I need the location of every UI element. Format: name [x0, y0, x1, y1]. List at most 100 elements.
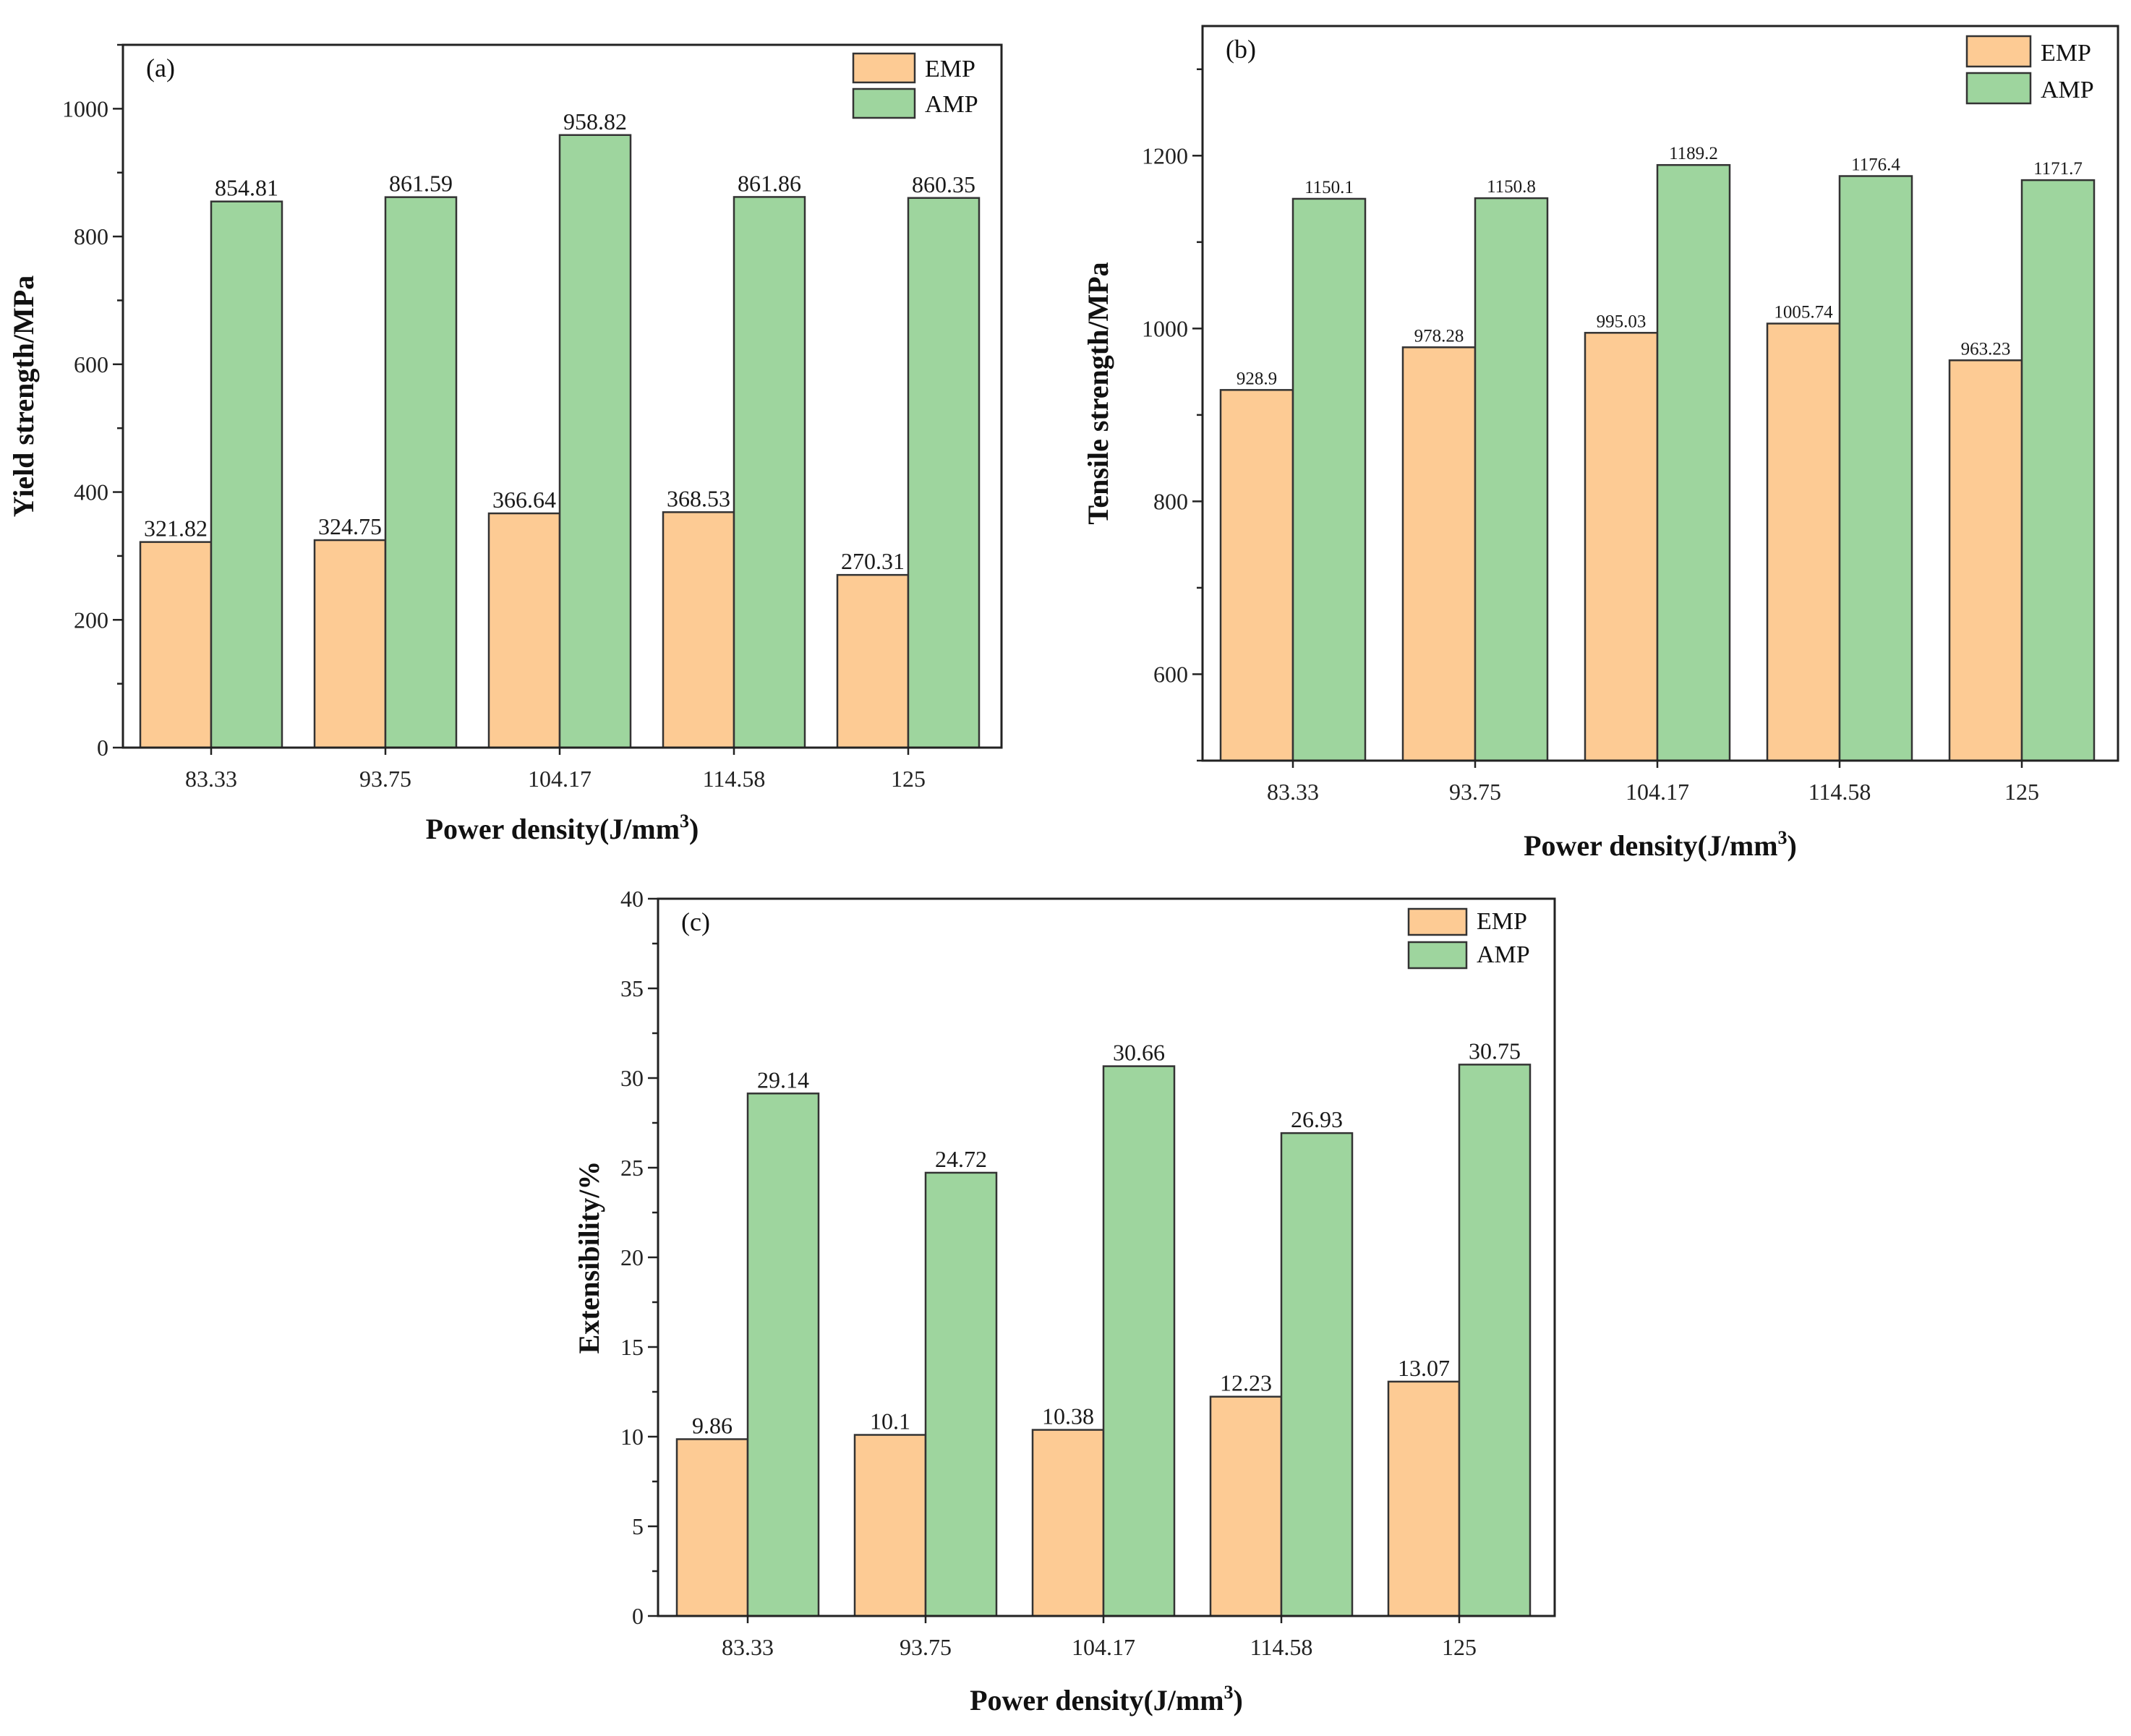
bar-emp-114.58	[1766, 322, 1841, 762]
legend-swatch-emp	[852, 52, 916, 84]
bar-emp-104.17	[1031, 1429, 1105, 1617]
x-tick-label-125: 125	[2004, 779, 2039, 805]
data-label-emp-104.17: 995.03	[1597, 312, 1647, 331]
y-tick-label-15: 15	[620, 1334, 644, 1360]
data-label-amp-93.75: 861.59	[389, 171, 453, 197]
data-label-emp-104.17: 10.38	[1042, 1403, 1094, 1429]
y-tick-label-1200: 1200	[1142, 142, 1188, 168]
y-tick-label-25: 25	[620, 1155, 644, 1181]
bar-emp-125	[1948, 359, 2023, 762]
data-label-emp-125: 270.31	[841, 548, 905, 574]
data-label-amp-114.58: 1176.4	[1851, 155, 1900, 175]
bar-amp-114.58	[733, 196, 806, 749]
x-axis-title-close: )	[1788, 829, 1797, 862]
x-tick-label-125: 125	[1442, 1634, 1477, 1660]
legend-swatch-amp	[1965, 72, 2032, 105]
x-axis-title-main: Power density(J/mm	[426, 813, 680, 845]
bar-emp-93.75	[853, 1434, 927, 1617]
plot-frame	[1201, 25, 2119, 762]
legend-label-emp: EMP	[1477, 908, 1527, 935]
data-label-amp-125: 860.35	[912, 171, 975, 197]
bar-emp-93.75	[313, 539, 387, 749]
x-axis-title-close: )	[1234, 1684, 1243, 1716]
x-axis-title-close: )	[689, 813, 699, 845]
data-label-emp-114.58: 12.23	[1220, 1370, 1272, 1396]
data-label-emp-93.75: 978.28	[1414, 326, 1464, 346]
legend-swatch-emp	[1965, 35, 2032, 68]
y-tick-label-0: 0	[97, 735, 108, 761]
y-tick-label-35: 35	[620, 975, 644, 1001]
x-tick-label-93.75: 93.75	[1449, 779, 1501, 805]
data-label-amp-104.17: 30.66	[1113, 1040, 1165, 1066]
bar-amp-125	[2020, 179, 2096, 762]
bar-amp-83.33	[210, 200, 283, 749]
legend-swatch-amp	[852, 87, 916, 119]
bar-amp-93.75	[384, 196, 458, 749]
bar-emp-125	[1387, 1380, 1461, 1617]
bar-emp-83.33	[139, 541, 213, 749]
bar-amp-104.17	[1656, 163, 1731, 762]
legend-label-amp: AMP	[1477, 941, 1530, 968]
x-tick-label-83.33: 83.33	[185, 766, 237, 792]
data-label-emp-104.17: 366.64	[492, 487, 556, 513]
panel-label: (c)	[681, 907, 710, 936]
x-axis-title: Power density(J/mm3)	[1524, 827, 1797, 862]
data-label-emp-125: 963.23	[1961, 339, 2011, 359]
y-axis-title: Yield strength/MPa	[7, 275, 40, 517]
bar-emp-104.17	[1584, 332, 1659, 762]
data-label-amp-83.33: 854.81	[215, 175, 278, 201]
bar-emp-114.58	[662, 511, 735, 749]
x-tick-label-125: 125	[891, 766, 926, 792]
data-label-amp-125: 1171.7	[2033, 159, 2083, 179]
legend-swatch-amp	[1407, 941, 1468, 970]
bar-amp-93.75	[1474, 197, 1549, 762]
bar-amp-93.75	[924, 1171, 998, 1617]
bar-emp-83.33	[1219, 389, 1294, 762]
x-axis-title: Power density(J/mm3)	[426, 811, 699, 845]
x-axis-title-sup: 3	[680, 811, 689, 831]
chart-b-tensile-strength: 928.9 1150.1 83.33 978.28 1150.8 93.75 995.03 1…	[1082, 25, 2119, 862]
x-tick-label-114.58: 114.58	[1808, 779, 1871, 805]
data-label-amp-93.75: 24.72	[935, 1146, 987, 1172]
legend-label-amp: AMP	[925, 91, 978, 118]
legend-label-emp: EMP	[2041, 40, 2091, 67]
data-label-amp-104.17: 1189.2	[1669, 144, 1718, 163]
data-label-emp-93.75: 324.75	[318, 513, 382, 539]
bar-amp-125	[907, 197, 981, 749]
x-tick-label-104.17: 104.17	[528, 766, 592, 792]
chart-a-yield-strength: 321.82 854.81 83.33 324.75 861.59 93.75 366.64…	[7, 43, 1003, 845]
data-label-emp-83.33: 928.9	[1237, 369, 1277, 388]
plot-frame	[121, 43, 1003, 749]
bar-amp-114.58	[1280, 1132, 1354, 1617]
data-label-amp-83.33: 1150.1	[1304, 178, 1354, 197]
data-label-emp-83.33: 9.86	[692, 1412, 733, 1438]
y-tick-label-600: 600	[74, 351, 108, 377]
legend-label-emp: EMP	[925, 56, 975, 82]
y-axis-title: Extensibility/%	[573, 1161, 605, 1354]
x-tick-label-83.33: 83.33	[722, 1634, 774, 1660]
x-axis-title-sup: 3	[1778, 827, 1788, 848]
data-label-amp-93.75: 1150.8	[1487, 177, 1536, 197]
data-label-emp-114.58: 368.53	[667, 485, 730, 511]
y-tick-label-10: 10	[620, 1424, 644, 1450]
y-tick-label-1000: 1000	[62, 95, 108, 121]
bar-amp-125	[1458, 1064, 1532, 1617]
y-tick-label-0: 0	[632, 1603, 644, 1629]
data-label-amp-83.33: 29.14	[757, 1066, 809, 1093]
bar-amp-83.33	[746, 1093, 820, 1617]
panel-label: (b)	[1226, 35, 1256, 64]
y-tick-label-800: 800	[74, 223, 108, 249]
bar-emp-125	[836, 573, 910, 749]
data-label-amp-114.58: 861.86	[738, 170, 801, 196]
x-axis-title: Power density(J/mm3)	[970, 1682, 1243, 1716]
bar-amp-104.17	[1102, 1065, 1176, 1617]
bar-emp-83.33	[675, 1438, 749, 1617]
x-tick-label-114.58: 114.58	[1250, 1634, 1313, 1660]
plot-frame	[657, 897, 1556, 1617]
x-tick-label-93.75: 93.75	[359, 766, 411, 792]
bar-amp-104.17	[558, 134, 632, 749]
y-tick-label-30: 30	[620, 1065, 644, 1091]
x-tick-label-114.58: 114.58	[703, 766, 766, 792]
x-tick-label-83.33: 83.33	[1267, 779, 1319, 805]
